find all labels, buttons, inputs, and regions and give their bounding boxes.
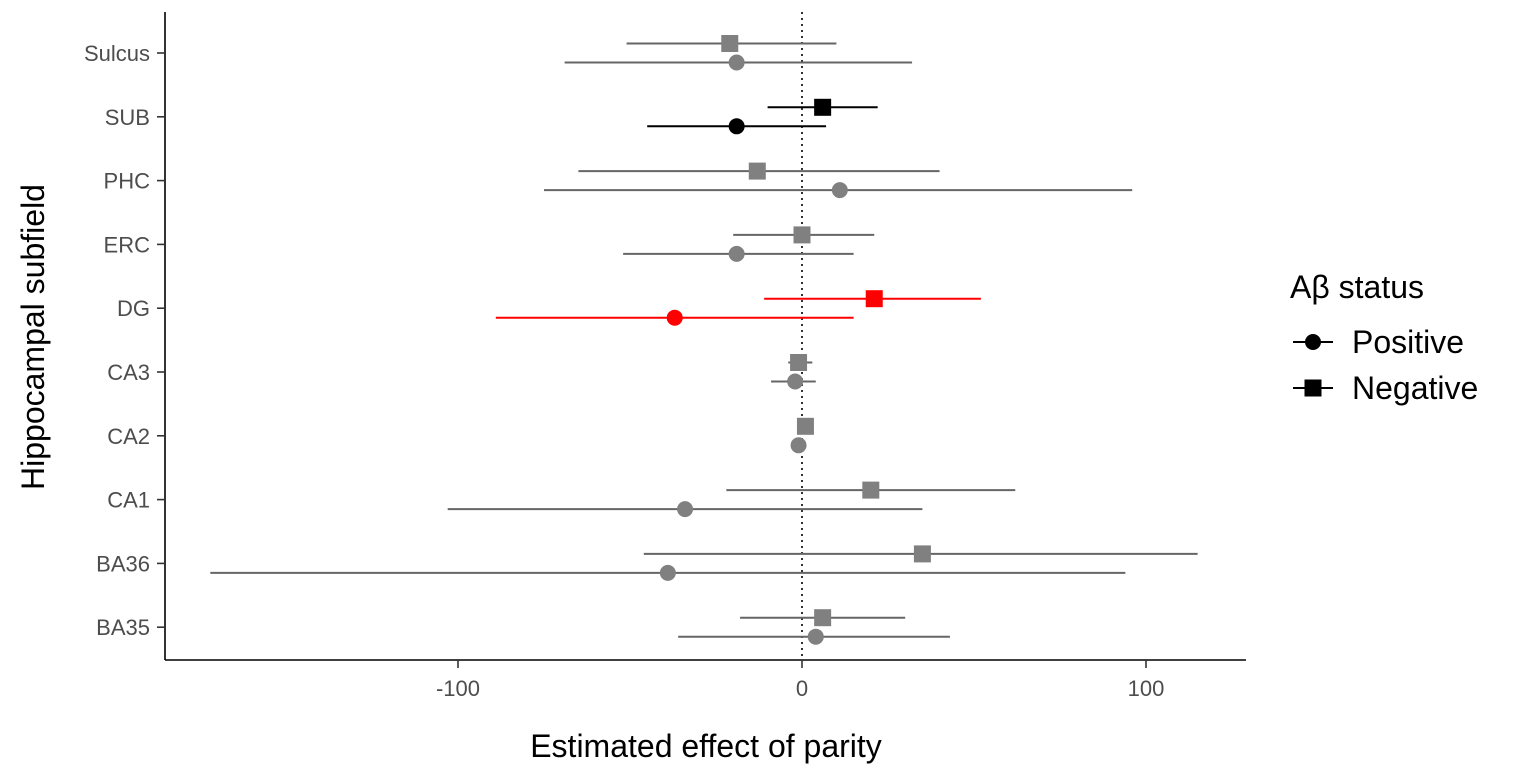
point-square-sulcus-negative xyxy=(721,35,739,52)
x-tick-label: 100 xyxy=(1128,676,1165,701)
legend-label-negative: Negative xyxy=(1352,370,1478,406)
point-square-ca1-negative xyxy=(862,481,880,499)
point-circle-dg-positive xyxy=(666,309,683,326)
point-square-phc-negative xyxy=(748,162,766,180)
legend-key-circle-positive xyxy=(1305,334,1321,350)
y-tick-label: BA35 xyxy=(96,615,150,640)
point-square-ca3-negative xyxy=(790,354,808,371)
point-circle-phc-positive xyxy=(831,182,848,199)
point-circle-ca1-positive xyxy=(677,501,694,518)
x-tick-label: 0 xyxy=(796,676,808,701)
legend-label-positive: Positive xyxy=(1352,324,1464,360)
axes: Sulcus SUB PHC ERC DG CA3 CA2 CA1 BA36 BA35 -100 0 1… xyxy=(84,12,1246,701)
point-square-sub-negative xyxy=(814,98,832,116)
y-tick-label: CA3 xyxy=(107,360,150,385)
y-tick-label: DG xyxy=(117,296,150,321)
point-square-erc-negative xyxy=(793,226,811,244)
point-circle-sub-positive xyxy=(728,118,745,135)
legend: Aβ status Positive Negative xyxy=(1290,269,1478,406)
y-tick-label: PHC xyxy=(104,169,151,194)
point-circle-erc-positive xyxy=(728,245,745,262)
legend-key-square-negative xyxy=(1304,379,1322,397)
y-axis-title: Hippocampal subfield xyxy=(15,184,51,490)
plot-area xyxy=(210,12,1198,660)
point-circle-sulcus-positive xyxy=(728,54,745,71)
point-square-ba35-negative xyxy=(814,609,832,627)
x-tick-label: -100 xyxy=(436,676,480,701)
y-tick-label: SUB xyxy=(105,105,150,130)
y-tick-label: Sulcus xyxy=(84,41,150,66)
legend-entries: Positive Negative xyxy=(1293,324,1478,406)
y-tick-label: BA36 xyxy=(96,551,150,576)
point-circle-ca3-positive xyxy=(787,373,804,390)
point-square-dg-negative xyxy=(865,290,883,308)
point-square-ca2-negative xyxy=(796,417,814,435)
point-circle-ca2-positive xyxy=(790,437,807,454)
x-axis-title: Estimated effect of parity xyxy=(530,728,882,764)
y-tick-label: ERC xyxy=(104,232,151,257)
y-tick-label: CA2 xyxy=(107,424,150,449)
point-circle-ba36-positive xyxy=(659,564,676,581)
legend-title: Aβ status xyxy=(1290,269,1424,305)
y-tick-label: CA1 xyxy=(107,488,150,513)
point-square-ba36-negative xyxy=(913,545,931,563)
point-circle-ba35-positive xyxy=(807,628,824,645)
